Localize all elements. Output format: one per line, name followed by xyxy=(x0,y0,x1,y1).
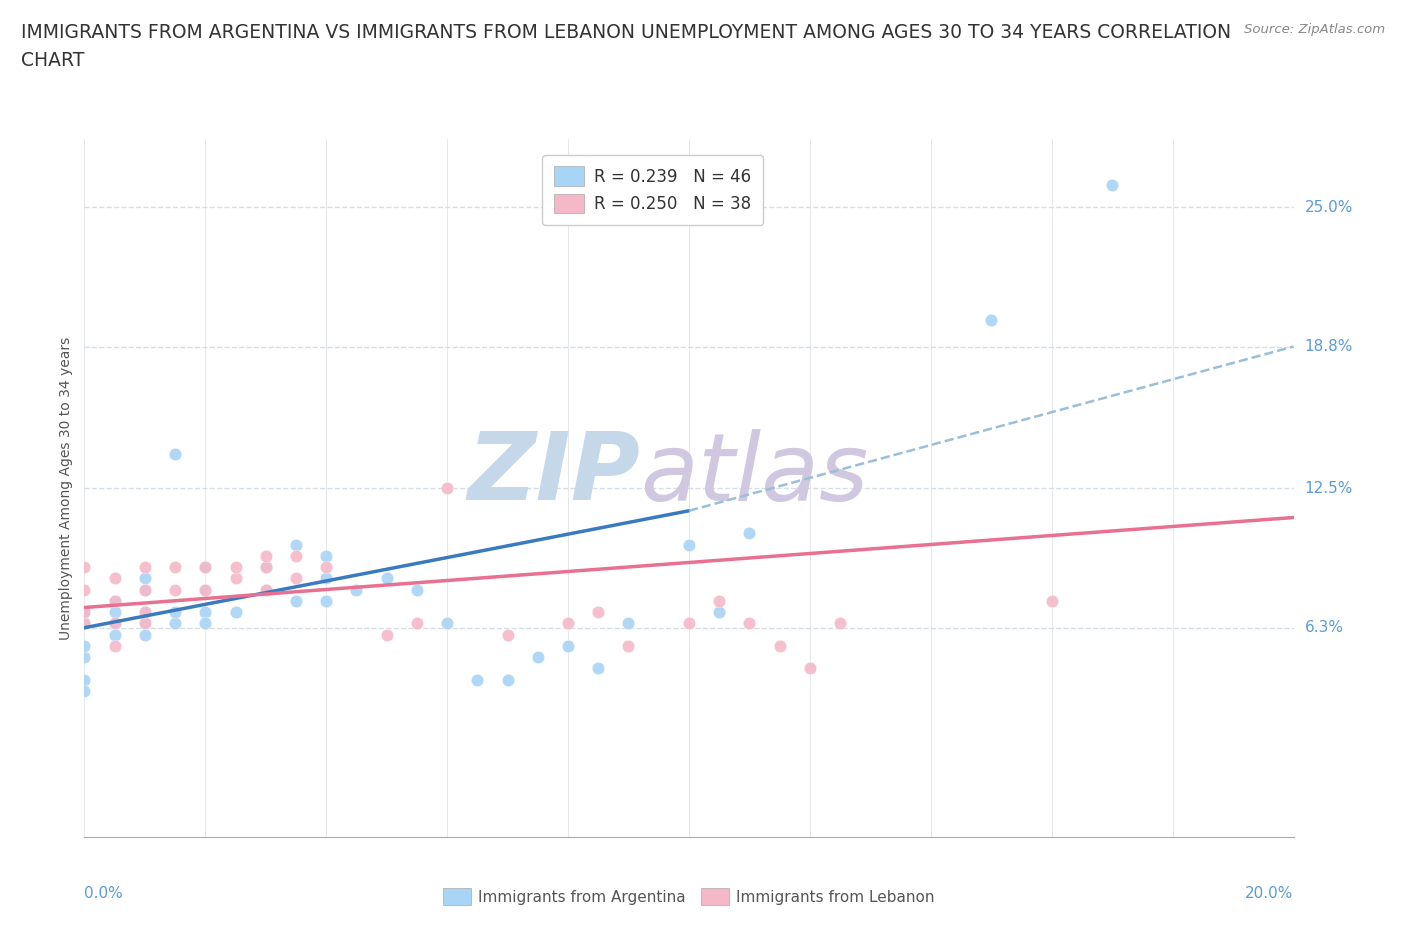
Point xyxy=(104,571,127,586)
Point xyxy=(436,481,458,496)
Point xyxy=(163,582,186,597)
Point xyxy=(496,672,519,687)
Point xyxy=(225,560,247,575)
Point xyxy=(194,560,217,575)
Point xyxy=(73,616,96,631)
Point xyxy=(73,684,96,698)
Point xyxy=(73,604,96,619)
Text: 25.0%: 25.0% xyxy=(1305,200,1353,215)
Point xyxy=(104,616,127,631)
Text: ZIP: ZIP xyxy=(468,429,641,520)
Point xyxy=(375,571,398,586)
Point xyxy=(678,616,700,631)
Point xyxy=(254,560,277,575)
Point xyxy=(73,582,96,597)
Point xyxy=(163,604,186,619)
Point xyxy=(134,604,156,619)
Point xyxy=(830,616,852,631)
Point xyxy=(406,616,429,631)
Point xyxy=(104,593,127,608)
Point xyxy=(284,549,308,564)
Point xyxy=(1040,593,1063,608)
Point xyxy=(496,627,519,642)
Point xyxy=(284,571,308,586)
Point xyxy=(709,604,731,619)
Point xyxy=(284,593,308,608)
Point xyxy=(73,604,96,619)
Point xyxy=(526,649,548,664)
Point xyxy=(194,616,217,631)
Point xyxy=(617,616,640,631)
Point xyxy=(678,537,700,551)
Point xyxy=(194,582,217,597)
Point xyxy=(799,661,821,676)
Point xyxy=(315,571,337,586)
Point xyxy=(134,571,156,586)
Legend: Immigrants from Argentina, Immigrants from Lebanon: Immigrants from Argentina, Immigrants fr… xyxy=(436,880,942,913)
Point xyxy=(315,593,337,608)
Point xyxy=(134,582,156,597)
Point xyxy=(194,560,217,575)
Point xyxy=(284,537,308,551)
Point xyxy=(617,638,640,653)
Point xyxy=(104,627,127,642)
Point xyxy=(254,549,277,564)
Text: 18.8%: 18.8% xyxy=(1305,339,1353,354)
Point xyxy=(163,560,186,575)
Point xyxy=(738,525,761,540)
Point xyxy=(73,560,96,575)
Point xyxy=(315,549,337,564)
Point xyxy=(134,560,156,575)
Point xyxy=(254,582,277,597)
Point xyxy=(134,582,156,597)
Y-axis label: Unemployment Among Ages 30 to 34 years: Unemployment Among Ages 30 to 34 years xyxy=(59,337,73,640)
Point xyxy=(194,604,217,619)
Point xyxy=(254,560,277,575)
Point xyxy=(134,627,156,642)
Point xyxy=(163,616,186,631)
Point xyxy=(1101,177,1123,192)
Text: 0.0%: 0.0% xyxy=(84,885,124,901)
Point xyxy=(104,604,127,619)
Point xyxy=(73,672,96,687)
Point xyxy=(709,593,731,608)
Point xyxy=(254,582,277,597)
Point xyxy=(738,616,761,631)
Text: 12.5%: 12.5% xyxy=(1305,481,1353,496)
Point xyxy=(73,616,96,631)
Point xyxy=(436,616,458,631)
Point xyxy=(163,447,186,462)
Point xyxy=(980,312,1002,327)
Point xyxy=(104,638,127,653)
Point xyxy=(769,638,792,653)
Point xyxy=(375,627,398,642)
Point xyxy=(225,604,247,619)
Point xyxy=(225,571,247,586)
Text: atlas: atlas xyxy=(641,429,869,520)
Text: 20.0%: 20.0% xyxy=(1246,885,1294,901)
Point xyxy=(406,582,429,597)
Point xyxy=(588,604,610,619)
Point xyxy=(557,616,579,631)
Text: IMMIGRANTS FROM ARGENTINA VS IMMIGRANTS FROM LEBANON UNEMPLOYMENT AMONG AGES 30 : IMMIGRANTS FROM ARGENTINA VS IMMIGRANTS … xyxy=(21,23,1232,42)
Point xyxy=(73,638,96,653)
Point xyxy=(467,672,489,687)
Text: Source: ZipAtlas.com: Source: ZipAtlas.com xyxy=(1244,23,1385,36)
Point xyxy=(73,649,96,664)
Point xyxy=(104,593,127,608)
Point xyxy=(194,582,217,597)
Point xyxy=(134,604,156,619)
Text: 6.3%: 6.3% xyxy=(1305,620,1344,635)
Text: CHART: CHART xyxy=(21,51,84,70)
Point xyxy=(346,582,368,597)
Point xyxy=(588,661,610,676)
Point xyxy=(134,616,156,631)
Point xyxy=(134,616,156,631)
Point xyxy=(104,616,127,631)
Point xyxy=(315,560,337,575)
Point xyxy=(557,638,579,653)
